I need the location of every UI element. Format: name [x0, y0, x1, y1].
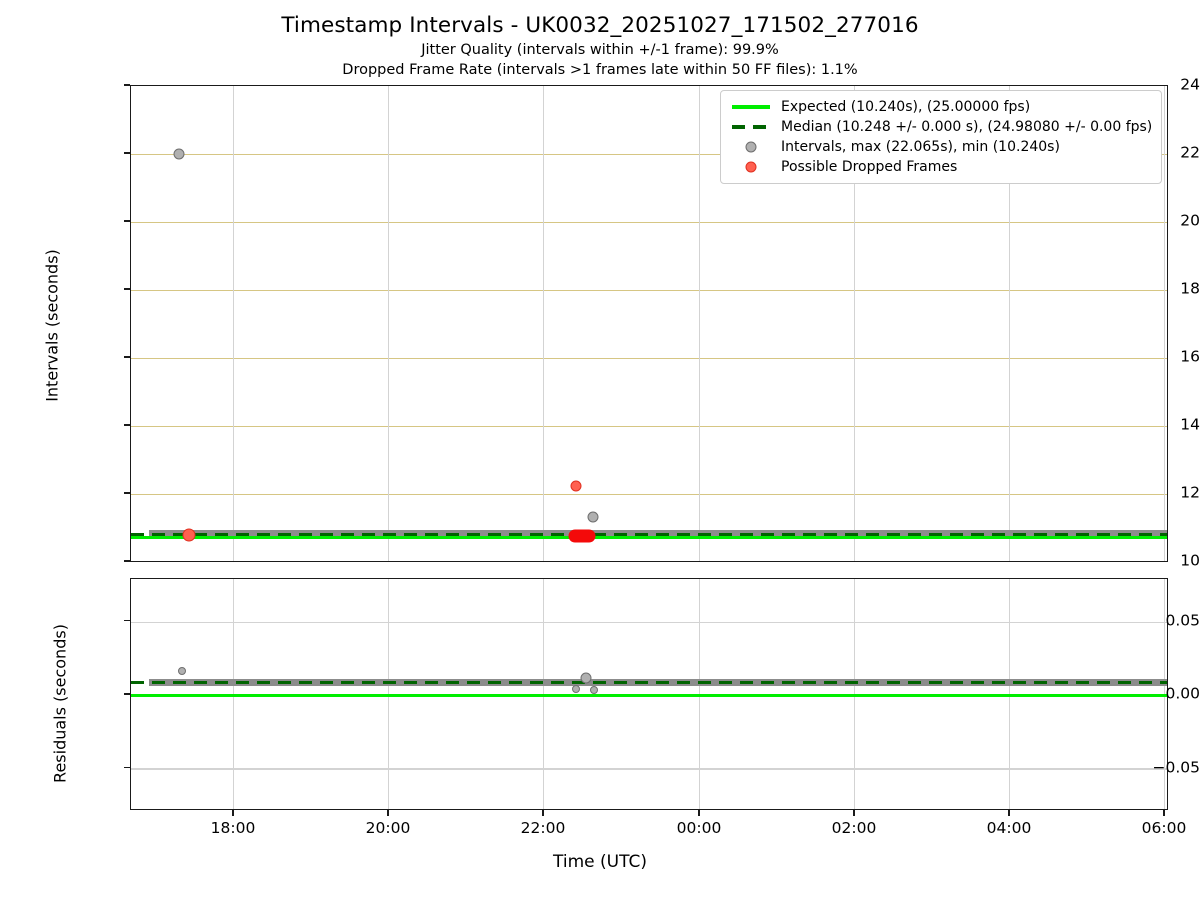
xtick-0400 — [1008, 810, 1010, 816]
ytick-label-14: 14 — [1180, 415, 1200, 434]
xtick-label-1800: 18:00 — [210, 819, 256, 837]
figure-subtitle-dropped-frame-rate: Dropped Frame Rate (intervals >1 frames … — [342, 62, 858, 78]
interval-outlier-point — [587, 511, 599, 523]
gridline-x-0200 — [854, 86, 856, 561]
residual-ytick-0.05 — [124, 619, 130, 622]
ytick-10 — [124, 560, 130, 562]
ytick-12 — [124, 492, 130, 494]
residual-gridline-y--0.05 — [131, 768, 1167, 770]
figure-title: Timestamp Intervals - UK0032_20251027_17… — [281, 13, 919, 38]
xtick-2000 — [387, 810, 389, 816]
ytick-label-16: 16 — [1180, 347, 1200, 366]
xtick-label-2000: 20:00 — [365, 819, 411, 837]
legend-label-dropped-frames: Possible Dropped Frames — [781, 159, 958, 175]
gridline-x-0400 — [1009, 86, 1011, 561]
gridline-x-2200 — [543, 86, 545, 561]
ytick-20 — [124, 220, 130, 222]
residual-outlier-low-b — [590, 686, 598, 694]
legend-label-median: Median (10.248 +/- 0.000 s), (24.98080 +… — [781, 119, 1153, 135]
gridline-y-16 — [131, 358, 1167, 360]
gridline-x-0000 — [699, 86, 701, 561]
title-block: Timestamp Intervals - UK0032_20251027_17… — [0, 12, 1200, 80]
gridline-y-14 — [131, 426, 1167, 428]
legend-item-intervals: Intervals, max (22.065s), min (10.240s) — [729, 137, 1152, 157]
median-interval-line — [131, 533, 1167, 537]
gridline-y-22 — [131, 154, 1167, 156]
expected-line-icon — [729, 98, 773, 116]
residual-ytick-label-0.05: 0.05 — [1165, 611, 1200, 630]
residual-outlier-high — [178, 667, 186, 675]
residual-outlier-mid — [580, 672, 592, 684]
expected-residual-line — [131, 693, 1167, 697]
legend-item-dropped-frames: Possible Dropped Frames — [729, 157, 1152, 177]
residuals-y-axis-title: Residuals (seconds) — [50, 624, 70, 783]
gridline-x-0600 — [1164, 86, 1166, 561]
dropped-frame-cluster-early — [182, 528, 196, 542]
xtick-label-0600: 06:00 — [1141, 819, 1187, 837]
dropped-frame-point — [570, 480, 582, 492]
residual-ytick-label-0.00: 0.00 — [1165, 684, 1200, 703]
gridline-y-18 — [131, 290, 1167, 292]
ytick-22 — [124, 152, 130, 154]
residual-ytick-label--0.05: −0.05 — [1152, 758, 1200, 777]
ytick-24 — [124, 84, 130, 86]
xtick-label-0200: 02:00 — [831, 819, 877, 837]
gridline-x-2000 — [388, 86, 390, 561]
ytick-16 — [124, 356, 130, 358]
time-x-axis-title: Time (UTC) — [553, 852, 647, 872]
legend-label-intervals: Intervals, max (22.065s), min (10.240s) — [781, 139, 1060, 155]
intervals-y-axis-title: Intervals (seconds) — [42, 249, 62, 402]
residual-gridline-y-0.05 — [131, 621, 1167, 623]
ytick-14 — [124, 424, 130, 426]
legend-item-median: Median (10.248 +/- 0.000 s), (24.98080 +… — [729, 117, 1152, 137]
ytick-label-20: 20 — [1180, 211, 1200, 230]
legend-label-expected: Expected (10.240s), (25.00000 fps) — [781, 99, 1031, 115]
interval-max-point — [173, 148, 185, 160]
xtick-label-0400: 04:00 — [986, 819, 1032, 837]
expected-interval-line — [131, 536, 1167, 540]
xtick-label-0000: 00:00 — [676, 819, 722, 837]
dropped-frames-marker-icon — [729, 158, 773, 176]
gridline-x-1800 — [233, 86, 235, 561]
ytick-18 — [124, 288, 130, 290]
residual-outlier-low-a — [572, 685, 580, 693]
xtick-1800 — [232, 810, 234, 816]
ytick-label-12: 12 — [1180, 483, 1200, 502]
ytick-label-10: 10 — [1180, 551, 1200, 570]
dropped-frame-cluster-mid — [568, 529, 596, 543]
xtick-label-2200: 22:00 — [520, 819, 566, 837]
intervals-marker-icon — [729, 138, 773, 156]
residuals-plot-area — [130, 578, 1168, 810]
chart-legend: Expected (10.240s), (25.00000 fps) Media… — [720, 90, 1163, 184]
figure-subtitle-jitter-quality: Jitter Quality (intervals within +/-1 fr… — [421, 42, 779, 58]
xtick-0200 — [853, 810, 855, 816]
ytick-label-22: 22 — [1180, 143, 1200, 162]
median-residual-line — [131, 681, 1167, 685]
residual-ytick--0.05 — [124, 766, 130, 769]
ytick-label-24: 24 — [1180, 75, 1200, 94]
ytick-label-18: 18 — [1180, 279, 1200, 298]
xtick-0600 — [1163, 810, 1165, 816]
residual-ytick-0.00 — [124, 693, 130, 695]
gridline-y-12 — [131, 494, 1167, 496]
legend-item-expected: Expected (10.240s), (25.00000 fps) — [729, 97, 1152, 117]
xtick-2200 — [542, 810, 544, 816]
median-dashed-line-icon — [729, 118, 773, 136]
xtick-0000 — [698, 810, 700, 816]
gridline-y-20 — [131, 222, 1167, 224]
